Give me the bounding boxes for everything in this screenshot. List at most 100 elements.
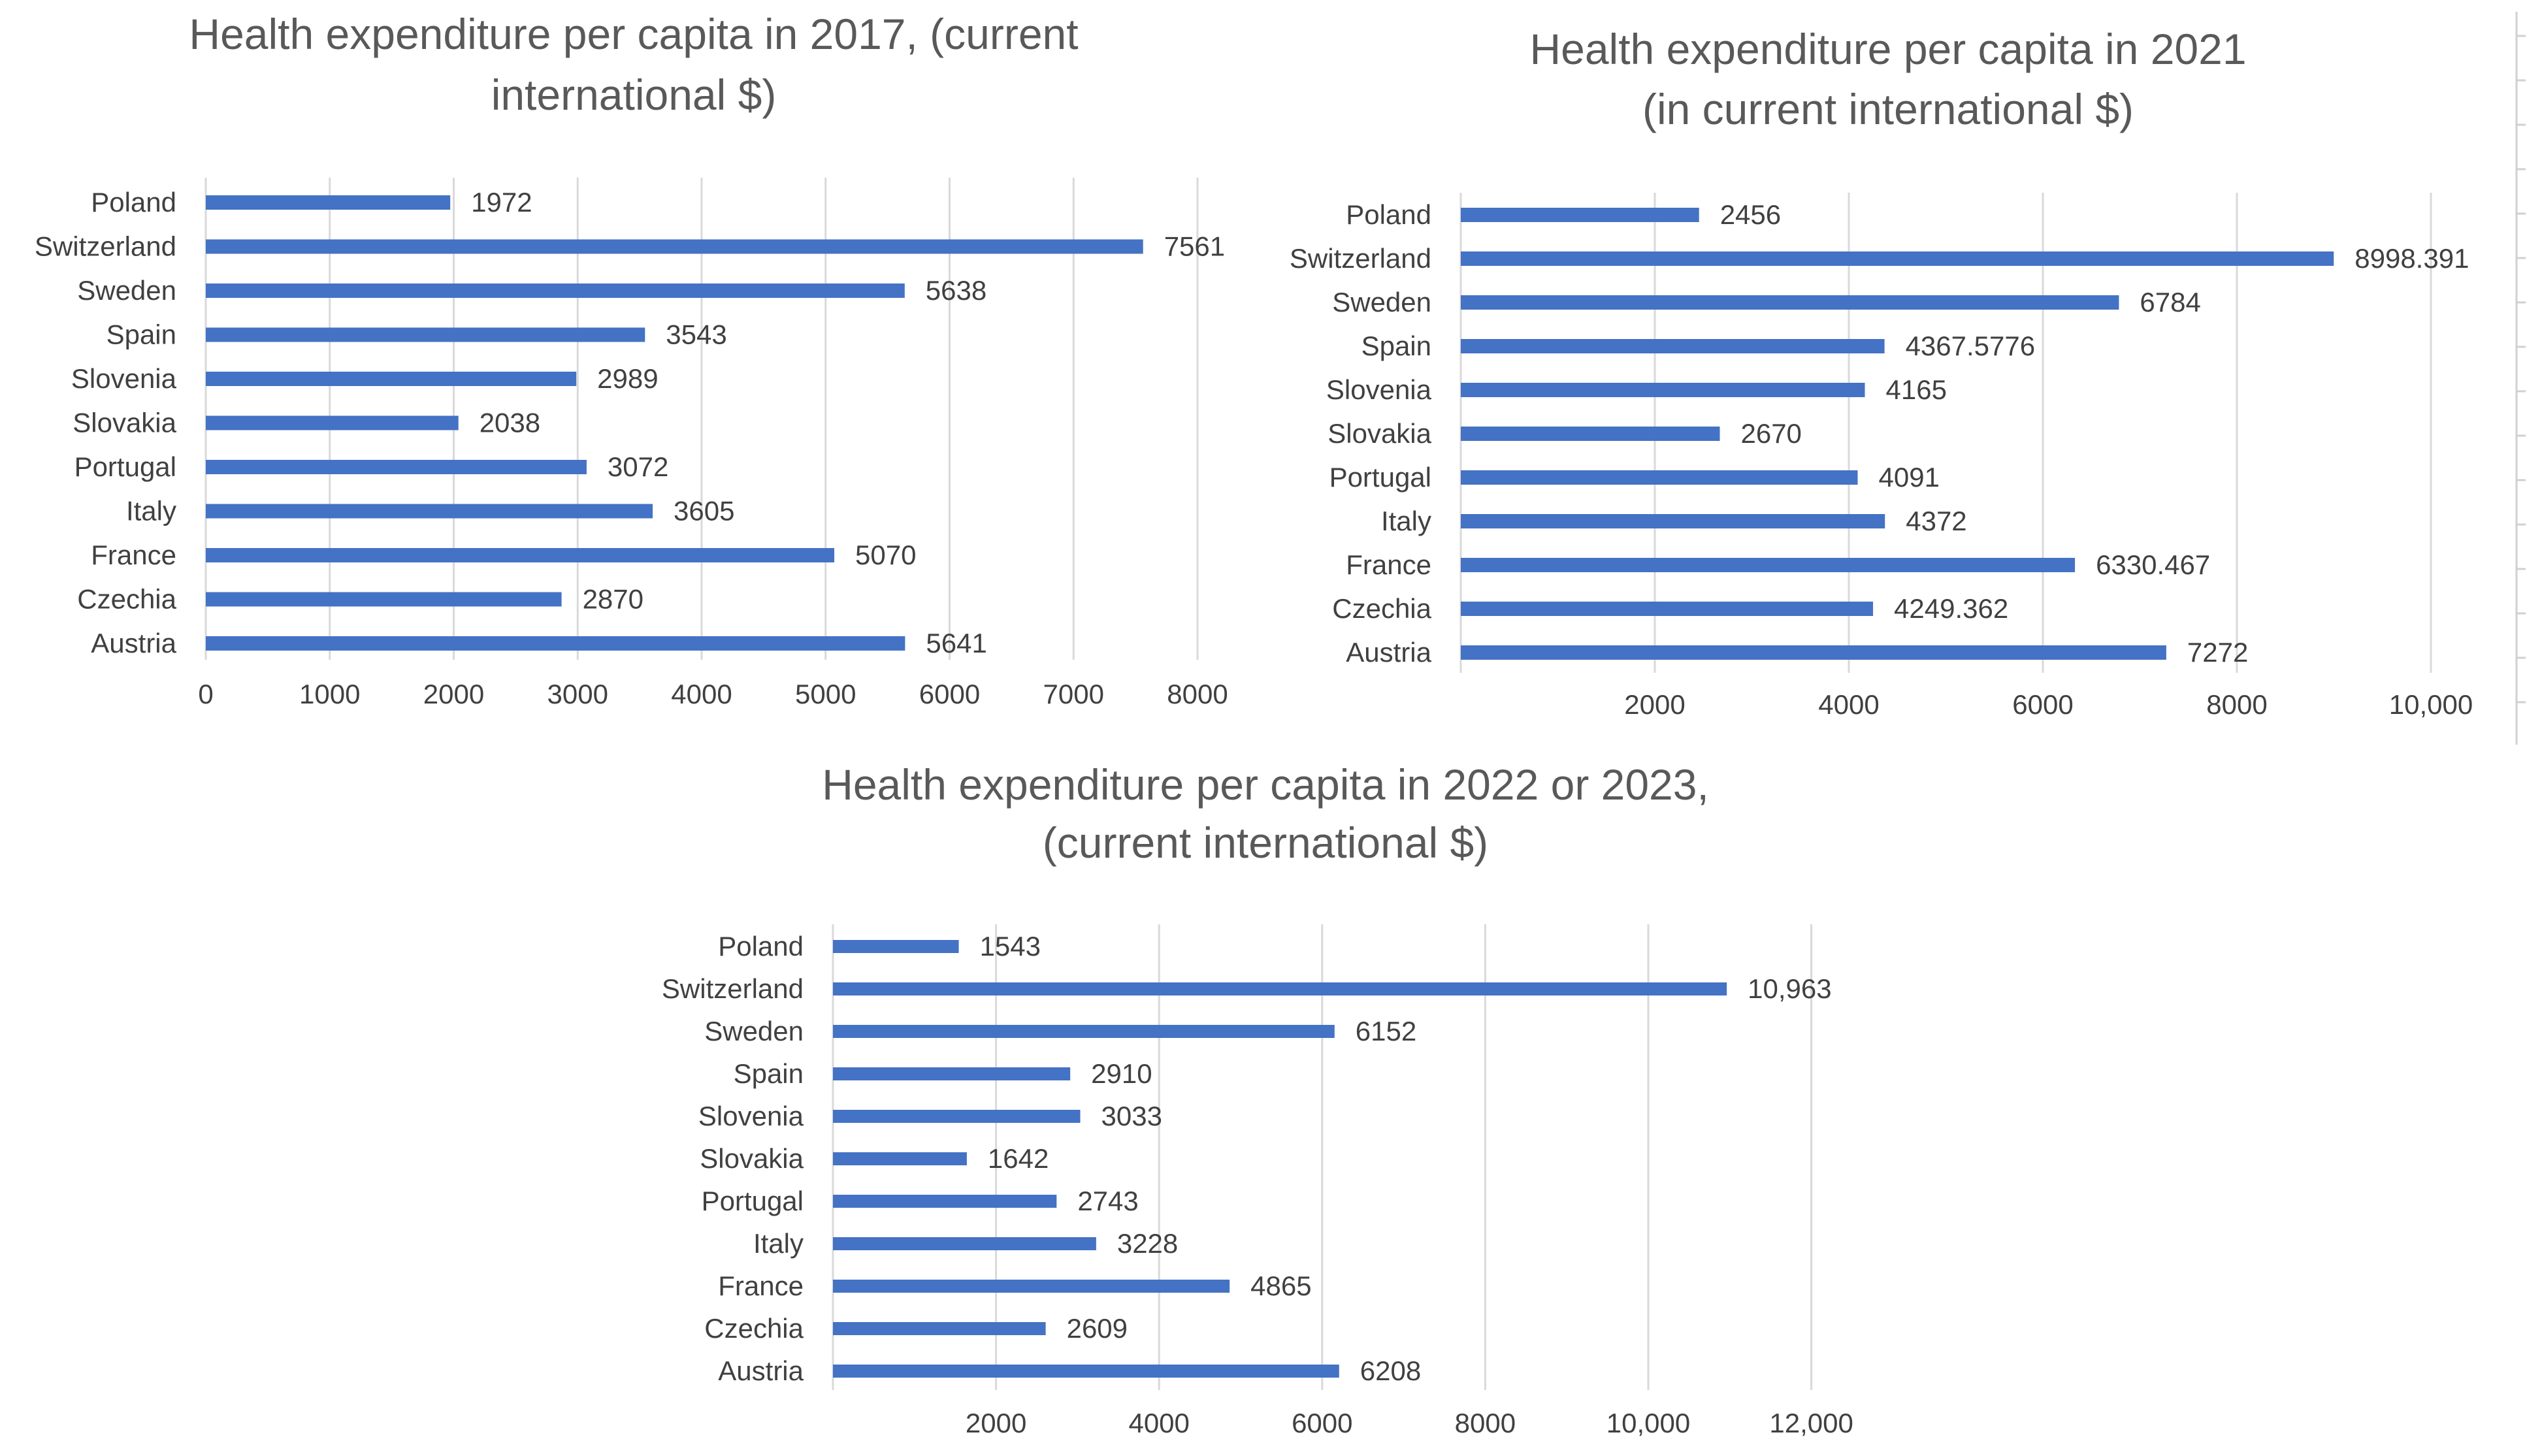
data-label: 6330.467 (2096, 549, 2210, 580)
x-tick-label: 2000 (1624, 689, 1685, 720)
category-label: Czechia (77, 584, 176, 615)
category-label: Spain (734, 1058, 804, 1089)
data-label: 4091 (1879, 462, 1940, 493)
bar (833, 982, 1727, 995)
bar (206, 239, 1143, 254)
chart-2022-2023: Health expenditure per capita in 2022 or… (662, 760, 1853, 1438)
bar (1461, 645, 2166, 660)
chart-title-line: (current international $) (1043, 818, 1488, 867)
x-tick-label: 1000 (299, 679, 360, 709)
data-label: 5070 (855, 540, 916, 570)
category-label: Italy (753, 1228, 804, 1259)
x-tick-label: 7000 (1043, 679, 1104, 709)
category-label: Slovakia (1328, 418, 1431, 449)
data-label: 7561 (1164, 231, 1225, 262)
bar (206, 592, 562, 607)
chart-title-line: (in current international $) (1642, 85, 2134, 133)
data-label: 5638 (926, 275, 986, 306)
data-label: 6208 (1360, 1355, 1421, 1386)
category-label: Slovenia (71, 363, 177, 394)
x-tick-label: 2000 (423, 679, 484, 709)
bar (1461, 602, 1874, 616)
bar (206, 327, 645, 342)
category-label: Slovenia (698, 1101, 804, 1131)
data-label: 4165 (1886, 374, 1947, 405)
data-label: 4367.5776 (1906, 331, 2036, 361)
category-label: Spain (1361, 331, 1431, 361)
category-label: France (91, 540, 176, 570)
x-tick-label: 2000 (966, 1408, 1026, 1438)
data-label: 8998.391 (2355, 243, 2469, 274)
chart-2021: Health expenditure per capita in 2021 (in… (1290, 25, 2473, 720)
chart-title-line: international $) (491, 71, 777, 119)
x-tick-label: 0 (198, 679, 213, 709)
category-label: Switzerland (662, 973, 804, 1004)
data-label: 6152 (1356, 1016, 1416, 1046)
category-label: France (718, 1270, 804, 1301)
category-label: Slovenia (1326, 374, 1432, 405)
data-label: 3605 (674, 496, 734, 526)
chart-2017: Health expenditure per capita in 2017, (… (35, 10, 1228, 709)
category-label: Sweden (77, 275, 176, 306)
x-tick-label: 8000 (1455, 1408, 1516, 1438)
chart-title-line: Health expenditure per capita in 2017, (… (189, 10, 1078, 58)
bar (833, 1025, 1335, 1038)
data-label: 1543 (980, 931, 1041, 962)
x-tick-label: 8000 (1167, 679, 1228, 709)
category-label: Sweden (704, 1016, 804, 1046)
x-tick-label: 5000 (795, 679, 856, 709)
data-label: 1972 (471, 187, 532, 218)
bar (833, 1365, 1339, 1378)
bar (833, 1237, 1096, 1250)
data-label: 3033 (1101, 1101, 1162, 1131)
bar (206, 636, 905, 651)
data-label: 2609 (1067, 1313, 1128, 1344)
category-label: Italy (1381, 506, 1431, 536)
data-label: 2910 (1091, 1058, 1152, 1089)
x-tick-label: 8000 (2206, 689, 2267, 720)
bar (206, 415, 459, 430)
category-label: Spain (106, 319, 176, 350)
x-tick-label: 6000 (919, 679, 980, 709)
category-label: Sweden (1332, 287, 1431, 317)
data-label: 4249.362 (1894, 593, 2008, 624)
category-label: Austria (1346, 637, 1431, 668)
data-label: 1642 (988, 1143, 1049, 1174)
data-label: 7272 (2187, 637, 2248, 668)
category-label: Slovakia (700, 1143, 804, 1174)
bar (1461, 295, 2119, 310)
chart-title-line: Health expenditure per capita in 2022 or… (822, 760, 1709, 809)
bar (833, 1152, 967, 1165)
bar (833, 1280, 1230, 1293)
category-label: Czechia (1332, 593, 1431, 624)
bar (1461, 251, 2334, 266)
category-label: Portugal (74, 451, 176, 482)
bar (206, 195, 451, 210)
x-tick-label: 4000 (1128, 1408, 1189, 1438)
bar (1461, 208, 1699, 222)
category-label: Poland (91, 187, 176, 218)
bar (1461, 383, 1865, 397)
bar (206, 460, 587, 474)
category-label: Italy (126, 496, 176, 526)
x-tick-label: 6000 (2012, 689, 2073, 720)
x-tick-label: 3000 (547, 679, 608, 709)
data-label: 2743 (1077, 1186, 1138, 1216)
category-label: Portugal (1329, 462, 1431, 493)
data-label: 3072 (608, 451, 668, 482)
data-label: 2989 (597, 363, 658, 394)
x-tick-label: 10,000 (2389, 689, 2473, 720)
bar (1461, 514, 1885, 528)
category-label: France (1346, 549, 1431, 580)
bar (1461, 339, 1885, 353)
bar (206, 548, 835, 562)
category-label: Austria (91, 628, 176, 658)
category-label: Poland (1346, 199, 1431, 230)
bar (1461, 558, 2076, 572)
x-tick-label: 4000 (671, 679, 732, 709)
bar (1461, 470, 1858, 485)
x-tick-label: 10,000 (1606, 1408, 1690, 1438)
bar (206, 504, 653, 519)
data-label: 10,963 (1748, 973, 1831, 1004)
